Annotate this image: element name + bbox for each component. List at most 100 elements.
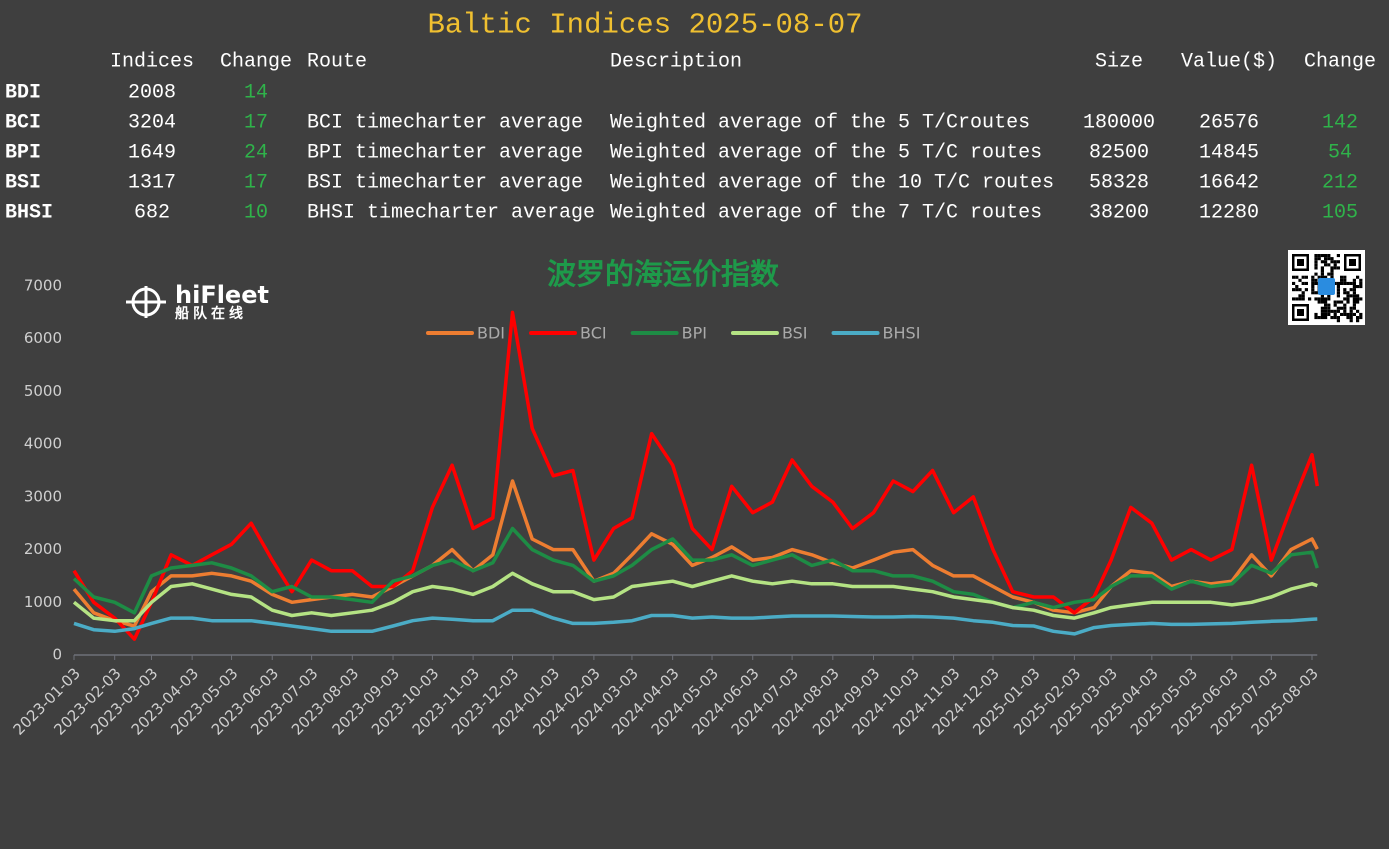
table-header: Change <box>1304 50 1376 73</box>
qr-cell <box>1311 281 1315 285</box>
qr-cell <box>1314 263 1318 267</box>
qr-cell <box>1317 275 1321 279</box>
qr-cell <box>1346 297 1350 301</box>
qr-cell <box>1356 285 1360 289</box>
qr-cell <box>1352 312 1356 316</box>
qr-cell <box>1298 288 1302 292</box>
qr-cell <box>1330 260 1334 264</box>
qr-cell <box>1346 281 1350 285</box>
qr-cell <box>1336 319 1340 323</box>
qr-cell <box>1343 288 1347 292</box>
qr-cell <box>1330 272 1334 276</box>
qr-cell <box>1349 281 1353 285</box>
qr-cell <box>1314 312 1318 316</box>
qr-cell <box>1324 297 1328 301</box>
qr-cell <box>1301 297 1305 301</box>
table-cell: BPI timecharter average <box>307 141 583 164</box>
qr-cell <box>1356 309 1360 313</box>
qr-cell <box>1336 288 1340 292</box>
qr-cell <box>1301 281 1305 285</box>
qr-cell <box>1327 254 1331 258</box>
qr-cell <box>1327 297 1331 301</box>
row-name: BPI <box>5 141 41 164</box>
qr-code <box>1288 250 1365 325</box>
qr-cell <box>1336 285 1340 289</box>
table-header: Description <box>610 50 742 73</box>
qr-cell <box>1304 288 1308 292</box>
table-cell: 14 <box>244 81 268 104</box>
qr-cell <box>1356 294 1360 298</box>
table-header: Change <box>220 50 292 73</box>
qr-cell <box>1336 306 1340 310</box>
qr-cell <box>1333 303 1337 307</box>
qr-cell <box>1356 316 1360 320</box>
legend-label: BPI <box>682 324 707 343</box>
qr-cell <box>1295 297 1299 301</box>
qr-cell <box>1352 288 1356 292</box>
qr-cell <box>1343 303 1347 307</box>
qr-cell <box>1359 312 1363 316</box>
legend-label: BHSI <box>883 324 921 343</box>
qr-cell <box>1324 263 1328 267</box>
qr-cell <box>1298 294 1302 298</box>
table-cell: 14845 <box>1199 141 1259 164</box>
qr-cell <box>1346 312 1350 316</box>
qr-cell <box>1330 309 1334 313</box>
table-header: Size <box>1095 50 1143 73</box>
qr-cell <box>1333 309 1337 313</box>
qr-cell <box>1320 316 1324 320</box>
qr-cell <box>1320 272 1324 276</box>
qr-cell <box>1330 316 1334 320</box>
qr-cell <box>1349 316 1353 320</box>
qr-cell <box>1333 312 1337 316</box>
qr-cell <box>1346 291 1350 295</box>
qr-cell <box>1295 285 1299 289</box>
table-cell: 3204 <box>128 111 176 134</box>
qr-cell <box>1327 272 1331 276</box>
qr-cell <box>1343 291 1347 295</box>
qr-cell <box>1327 309 1331 313</box>
qr-cell <box>1324 275 1328 279</box>
qr-cell <box>1349 306 1353 310</box>
qr-cell <box>1343 297 1347 301</box>
row-name: BSI <box>5 171 41 194</box>
table-header: Route <box>307 50 367 73</box>
table-cell: 17 <box>244 171 268 194</box>
qr-cell <box>1292 281 1296 285</box>
qr-cell <box>1343 281 1347 285</box>
chart-title: 波罗的海运价指数 <box>547 257 780 291</box>
series-line <box>72 571 1318 623</box>
legend-label: BDI <box>477 324 505 343</box>
qr-cell <box>1311 275 1315 279</box>
qr-center <box>1318 278 1335 295</box>
qr-cell <box>1298 297 1302 301</box>
qr-cell <box>1352 285 1356 289</box>
qr-cell <box>1317 254 1321 258</box>
qr-cell <box>1327 312 1331 316</box>
qr-cell <box>1320 254 1324 258</box>
qr-cell <box>1336 254 1340 258</box>
qr-cell <box>1314 260 1318 264</box>
qr-cell <box>1327 294 1331 298</box>
table-cell: 38200 <box>1089 201 1149 224</box>
table-cell: Weighted average of the 5 T/Croutes <box>610 111 1030 134</box>
y-tick-label: 2000 <box>24 540 62 558</box>
logo: hiFleet 船队在线 <box>126 281 269 322</box>
logo-subtitle: 船队在线 <box>175 305 247 322</box>
qr-cell <box>1336 316 1340 320</box>
table-cell: 12280 <box>1199 201 1259 224</box>
qr-cell <box>1356 300 1360 304</box>
qr-cell <box>1336 266 1340 270</box>
qr-cell <box>1324 312 1328 316</box>
y-tick-label: 3000 <box>24 487 62 505</box>
qr-cell <box>1356 275 1360 279</box>
qr-cell <box>1352 278 1356 282</box>
row-name: BDI <box>5 81 41 104</box>
qr-cell <box>1327 303 1331 307</box>
table-cell: 682 <box>134 201 170 224</box>
qr-cell <box>1320 312 1324 316</box>
qr-cell <box>1359 297 1363 301</box>
qr-cell <box>1340 300 1344 304</box>
qr-cell <box>1292 275 1296 279</box>
table-cell: 1317 <box>128 171 176 194</box>
